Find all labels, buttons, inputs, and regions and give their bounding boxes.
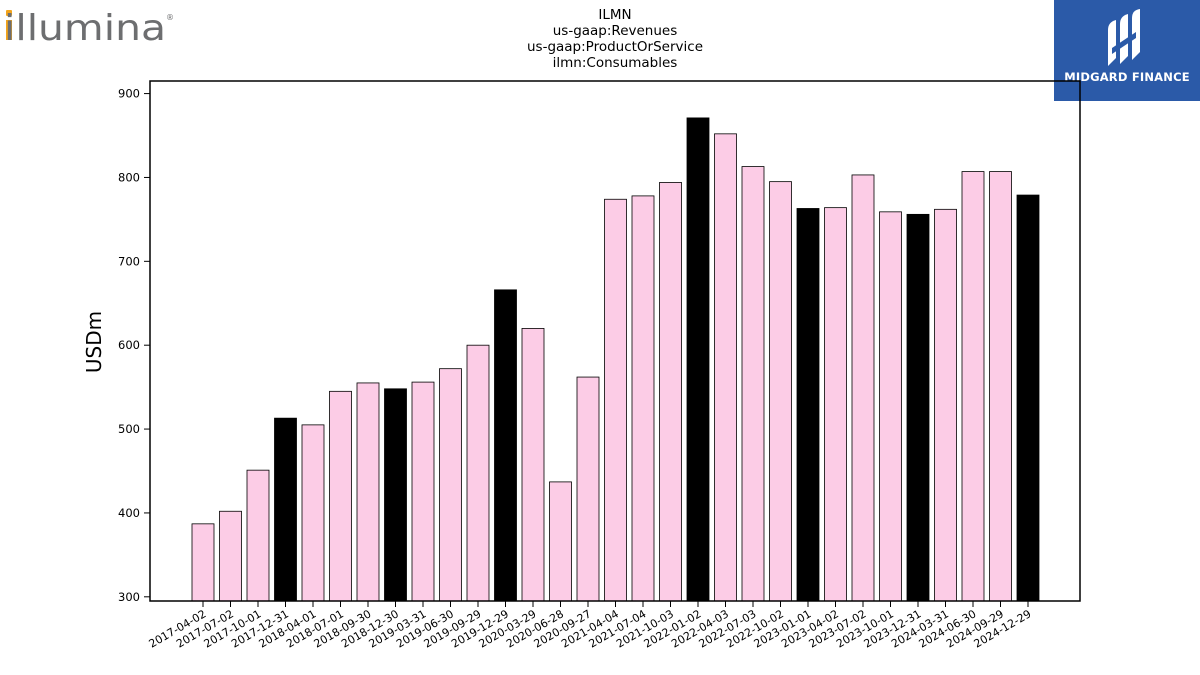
bar-2018-12-30 <box>384 388 407 602</box>
bar-2019-09-29 <box>466 344 490 602</box>
y-axis: 300 400 500 600 700 800 900 <box>118 87 150 604</box>
bar-2024-06-30 <box>961 171 985 602</box>
bar-2017-04-02 <box>191 523 215 602</box>
bar-2020-09-27 <box>576 376 600 602</box>
bar-2022-10-02 <box>769 181 792 602</box>
midgard-brand-text: MIDGARD FINANCE <box>1064 70 1190 84</box>
bar-2021-10-03 <box>659 182 682 602</box>
bar-2018-04-01 <box>301 424 325 602</box>
y-tick-label: 900 <box>118 87 140 101</box>
title-line-axis: us-gaap:ProductOrService <box>526 39 704 55</box>
bar-2024-12-29 <box>1016 194 1040 602</box>
bars-layer <box>191 117 1040 602</box>
bar-2022-07-03 <box>741 166 765 602</box>
bar-2017-10-01 <box>246 469 270 602</box>
bar-2023-12-31 <box>906 213 930 602</box>
bar-2020-06-28 <box>549 481 572 602</box>
logo-i-dot <box>6 10 12 16</box>
bar-2019-03-31 <box>411 381 435 602</box>
illumina-logo: illumina ® <box>4 8 174 46</box>
bar-2018-07-01 <box>329 390 352 602</box>
title-line-concept: us-gaap:Revenues <box>552 23 678 39</box>
midgard-emblem-icon <box>1108 9 1140 66</box>
bar-2023-10-01 <box>879 211 902 602</box>
bar-2021-07-04 <box>631 195 655 602</box>
bar-2024-09-29 <box>989 171 1012 602</box>
bar-2023-07-02 <box>851 174 875 602</box>
bar-2018-09-30 <box>356 382 380 602</box>
midgard-finance-logo: MIDGARD FINANCE <box>1054 0 1200 101</box>
bar-2021-04-04 <box>604 198 627 602</box>
bar-2017-07-02 <box>219 510 242 602</box>
title-line-ticker: ILMN <box>598 7 632 23</box>
y-tick-label: 500 <box>118 422 140 436</box>
bar-2019-12-29 <box>494 289 517 602</box>
title-line-member: ilmn:Consumables <box>552 55 678 71</box>
bar-2022-04-03 <box>714 133 737 602</box>
registered-mark: ® <box>166 13 174 22</box>
y-tick-label: 400 <box>118 506 140 520</box>
bar-2020-03-29 <box>521 328 545 602</box>
y-tick-label: 800 <box>118 170 140 184</box>
bar-2022-01-02 <box>686 117 710 602</box>
chart-title: ILMN us-gaap:Revenues us-gaap:ProductOrS… <box>415 7 815 71</box>
bar-2024-03-31 <box>934 208 957 602</box>
y-tick-label: 600 <box>118 338 140 352</box>
logo-i-stem <box>6 20 12 40</box>
bar-2017-12-31 <box>274 417 297 602</box>
y-tick-label: 700 <box>118 254 140 268</box>
bar-2023-01-01 <box>796 208 820 602</box>
y-tick-label: 300 <box>118 590 140 604</box>
bar-2019-06-30 <box>439 368 462 602</box>
logo-wordmark: illumina <box>4 8 166 46</box>
bar-2023-04-02 <box>824 207 847 602</box>
x-axis: 2017-04-022017-07-022017-10-012017-12-31… <box>147 601 1034 651</box>
